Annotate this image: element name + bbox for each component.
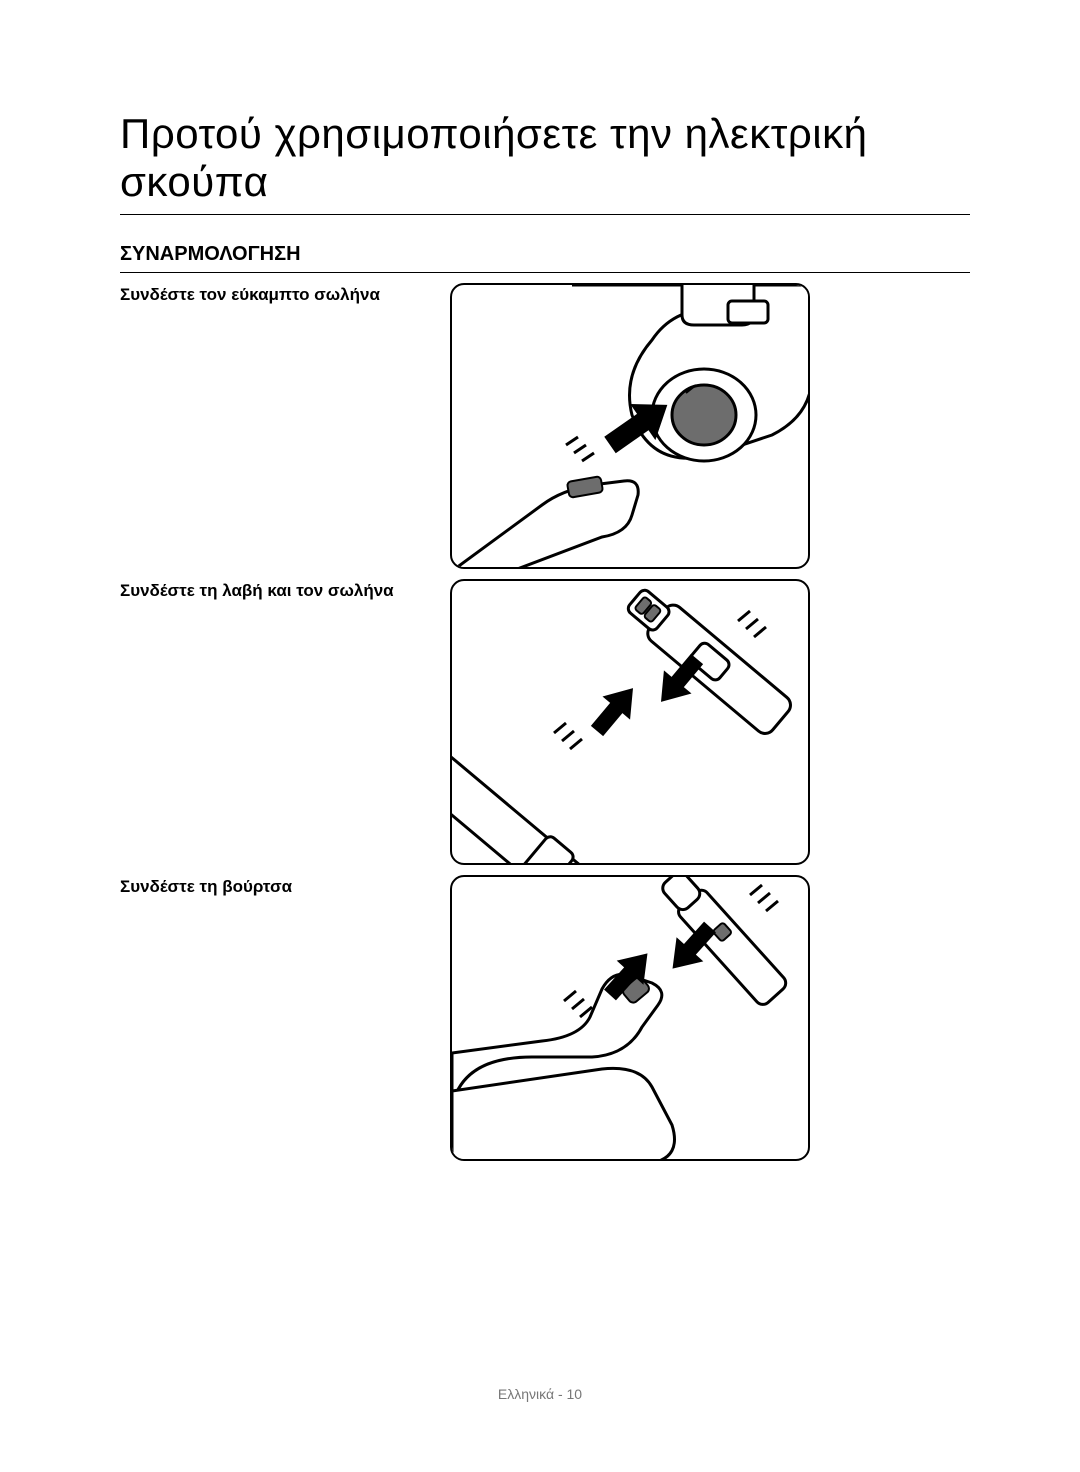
step-row: Συνδέστε τη λαβή και τον σωλήνα — [120, 579, 970, 865]
step-label: Συνδέστε τη λαβή και τον σωλήνα — [120, 579, 430, 601]
section-heading: ΣΥΝΑΡΜΟΛΟΓΗΣΗ — [120, 243, 970, 273]
illustration-brush — [450, 875, 810, 1161]
step-row: Συνδέστε τον εύκαμπτο σωλήνα — [120, 283, 970, 569]
step-label: Συνδέστε τη βούρτσα — [120, 875, 430, 897]
step-row: Συνδέστε τη βούρτσα — [120, 875, 970, 1161]
steps-list: Συνδέστε τον εύκαμπτο σωλήνα — [120, 283, 970, 1161]
page-footer: Ελληνικά - 10 — [0, 1386, 1080, 1402]
illustration-hose — [450, 283, 810, 569]
illustration-handle-tube — [450, 579, 810, 865]
step-label: Συνδέστε τον εύκαμπτο σωλήνα — [120, 283, 430, 305]
page-title: Προτού χρησιμοποιήσετε την ηλεκτρική σκο… — [120, 110, 970, 215]
